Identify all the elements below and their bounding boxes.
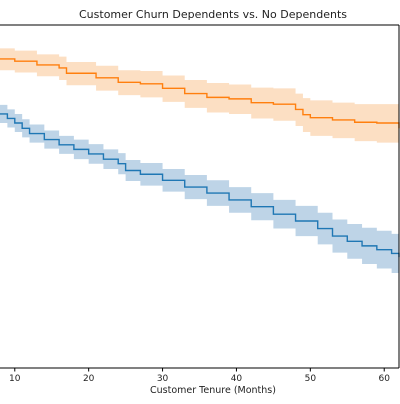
chart-title: Customer Churn Dependents vs. No Depende… — [79, 8, 347, 21]
x-axis-title: Customer Tenure (Months) — [150, 385, 276, 396]
x-tick-label-40: 40 — [231, 374, 243, 384]
confidence-band-2 — [0, 104, 399, 278]
confidence-band-1 — [0, 48, 399, 149]
x-tick-label-10: 10 — [9, 374, 21, 384]
survival-line-1 — [0, 58, 400, 129]
x-tick-label-60: 60 — [378, 374, 390, 384]
x-tick-label-50: 50 — [305, 374, 317, 384]
x-tick-label-30: 30 — [157, 374, 169, 384]
x-tick-label-20: 20 — [83, 374, 95, 384]
survival-line-2 — [0, 113, 400, 258]
